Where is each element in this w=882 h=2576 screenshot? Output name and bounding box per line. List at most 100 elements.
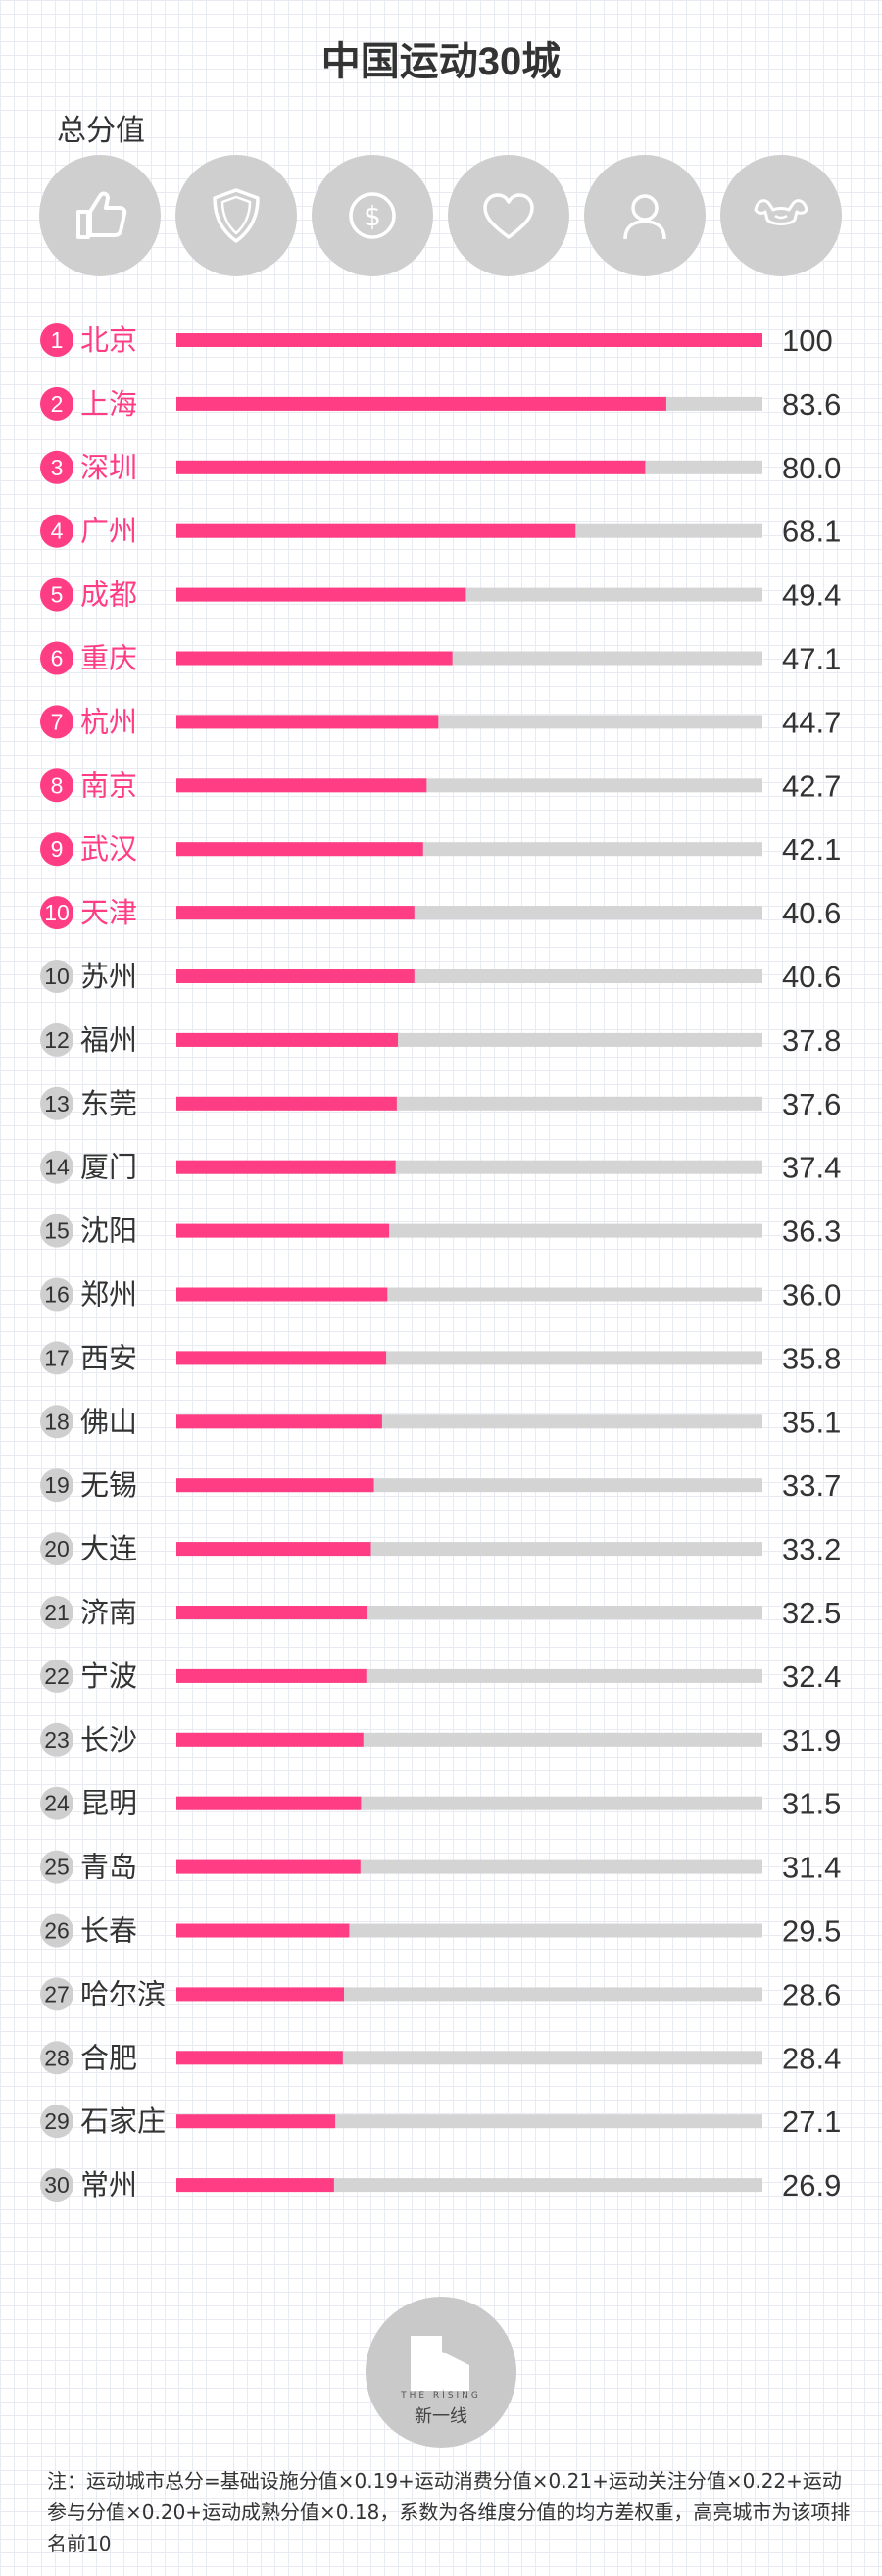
city-label: 长春 <box>80 1914 137 1948</box>
value-label: 49.4 <box>782 578 841 613</box>
rank-badge <box>40 2041 74 2075</box>
tab-thumbs-up[interactable] <box>39 155 161 276</box>
city-label: 无锡 <box>80 1468 137 1502</box>
value-label: 33.7 <box>782 1468 841 1503</box>
rank-badge <box>40 1405 74 1439</box>
rank-label: 1 <box>51 327 64 353</box>
value-label: 36.3 <box>782 1214 841 1249</box>
value-label: 35.8 <box>782 1341 841 1375</box>
value-label: 100 <box>782 323 833 358</box>
city-label: 杭州 <box>80 705 137 738</box>
city-label: 南京 <box>80 768 137 802</box>
tab-shield[interactable] <box>175 155 297 276</box>
value-label: 36.0 <box>782 1278 841 1313</box>
bar <box>176 1668 367 1683</box>
rank-label: 8 <box>51 772 64 798</box>
rank-label: 16 <box>44 1282 70 1308</box>
city-label: 苏州 <box>80 960 137 993</box>
rank-label: 28 <box>44 2045 70 2070</box>
person-icon <box>623 194 666 240</box>
rank-badge <box>40 705 74 739</box>
rank-label: 19 <box>44 1472 70 1498</box>
value-label: 44.7 <box>782 705 841 739</box>
city-label: 宁波 <box>80 1660 137 1693</box>
tab-dollar[interactable]: $ <box>312 155 433 276</box>
value-label: 42.7 <box>782 768 841 803</box>
rank-badge <box>40 641 74 675</box>
rank-badge <box>40 2105 74 2139</box>
bar <box>176 778 427 793</box>
city-label: 天津 <box>80 896 137 929</box>
city-label: 深圳 <box>80 451 137 484</box>
bar <box>176 1542 371 1557</box>
city-label: 上海 <box>80 387 137 421</box>
page-title: 中国运动30城 <box>320 40 562 83</box>
rank-label: 12 <box>44 1027 70 1053</box>
rank-label: 4 <box>51 519 64 544</box>
rank-badge <box>40 1214 74 1248</box>
city-label: 昆明 <box>80 1787 137 1820</box>
value-label: 47.1 <box>782 642 841 676</box>
rank-badge <box>40 386 74 421</box>
value-label: 37.4 <box>782 1151 841 1185</box>
bar <box>176 2178 334 2193</box>
rank-badge <box>40 1596 74 1629</box>
brand-logo: THE RISING 新一线 <box>366 2297 516 2448</box>
rank-badge <box>40 1722 74 1757</box>
city-label: 武汉 <box>80 832 137 866</box>
city-label: 沈阳 <box>80 1214 137 1248</box>
rank-badge <box>40 514 74 548</box>
value-label: 33.2 <box>782 1532 841 1566</box>
heart-icon <box>483 193 534 239</box>
value-label: 42.1 <box>782 832 841 867</box>
tab-heart[interactable] <box>448 155 569 276</box>
value-label: 31.5 <box>782 1787 841 1821</box>
rank-label: 20 <box>44 1536 70 1561</box>
city-label: 广州 <box>80 515 137 548</box>
bar <box>176 1796 362 1810</box>
rank-badge <box>40 1850 74 1884</box>
rank-label: 22 <box>44 1663 70 1689</box>
rank-badge <box>40 1532 74 1566</box>
tab-muscle[interactable] <box>720 155 842 276</box>
city-label: 青岛 <box>80 1851 137 1884</box>
rank-badge <box>40 768 74 803</box>
city-label: 常州 <box>80 2168 137 2202</box>
bar <box>176 715 439 729</box>
city-label: 哈尔滨 <box>80 1977 166 2010</box>
bar <box>176 1223 390 1238</box>
svg-text:$: $ <box>364 200 381 232</box>
rank-badge <box>40 1277 74 1312</box>
value-label: 27.1 <box>782 2105 841 2139</box>
value-label: 32.4 <box>782 1660 841 1694</box>
rank-badge <box>40 1468 74 1503</box>
rank-label: 10 <box>44 900 70 925</box>
rank-label: 21 <box>44 1600 70 1625</box>
bar <box>176 1032 399 1047</box>
bar <box>176 842 423 857</box>
rank-badge <box>40 1022 74 1057</box>
bar <box>176 906 415 920</box>
rank-label: 3 <box>51 455 64 480</box>
rank-label: 9 <box>51 836 64 862</box>
tab-person[interactable] <box>584 155 706 276</box>
rank-label: 15 <box>44 1218 70 1244</box>
bar <box>176 1478 374 1493</box>
value-label: 28.4 <box>782 2041 841 2075</box>
value-label: 31.4 <box>782 1851 841 1885</box>
city-label: 大连 <box>80 1532 137 1565</box>
city-label: 长沙 <box>80 1723 137 1757</box>
bar <box>176 2051 343 2065</box>
rank-label: 29 <box>44 2108 70 2134</box>
city-label: 合肥 <box>80 2041 137 2074</box>
logo-subtext: THE RISING <box>401 2391 481 2401</box>
bar <box>176 396 666 411</box>
rank-label: 14 <box>44 1155 70 1180</box>
bar <box>176 1606 368 1619</box>
bar <box>176 460 646 474</box>
bar <box>176 1987 345 2002</box>
rank-badge <box>40 832 74 867</box>
bar <box>176 651 453 666</box>
bar <box>176 1414 382 1429</box>
